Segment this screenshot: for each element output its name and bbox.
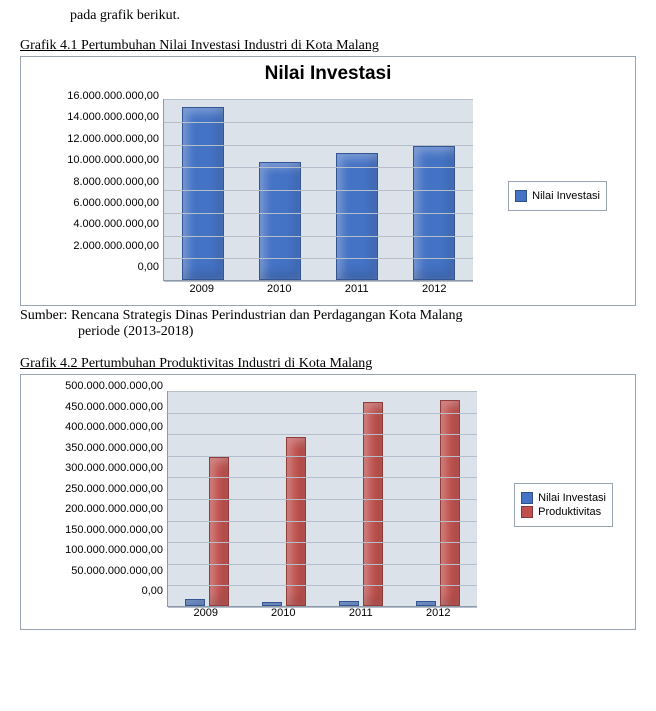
chart2-legend-label: Nilai Investasi bbox=[538, 492, 606, 504]
intro-fragment: pada grafik berikut. bbox=[70, 8, 636, 24]
chart2-legend-item: Nilai Investasi bbox=[521, 492, 606, 504]
chart2-ytick: 50.000.000.000,00 bbox=[39, 566, 163, 577]
chart1-legend: Nilai Investasi bbox=[508, 181, 607, 211]
chart1-bar-slot bbox=[319, 98, 396, 280]
chart2-bar-nilai-investasi bbox=[262, 602, 282, 606]
chart1-legend-label: Nilai Investasi bbox=[532, 190, 600, 202]
chart1-caption: Grafik 4.1 Pertumbuhan Nilai Investasi I… bbox=[20, 38, 636, 54]
chart1-plot-wrap: 16.000.000.000,00 14.000.000.000,00 12.000… bbox=[31, 91, 625, 295]
chart1-gridline bbox=[164, 145, 473, 146]
chart1-source: Sumber: Rencana Strategis Dinas Perindus… bbox=[20, 308, 636, 340]
chart2-legend: Nilai Investasi Produktivitas bbox=[514, 483, 613, 527]
chart1-ytick: 14.000.000.000,00 bbox=[39, 112, 159, 123]
chart2-legend-swatch bbox=[521, 506, 533, 518]
chart2-bar-produktivitas bbox=[440, 400, 460, 606]
chart1-gridline bbox=[164, 122, 473, 123]
chart2-gridline bbox=[168, 521, 477, 522]
chart2-gridline bbox=[168, 585, 477, 586]
chart2-bar-nilai-investasi bbox=[339, 601, 359, 606]
chart1-ytick: 6.000.000.000,00 bbox=[39, 198, 159, 209]
chart1-ytick: 12.000.000.000,00 bbox=[39, 134, 159, 145]
chart2-caption: Grafik 4.2 Pertumbuhan Produktivitas Ind… bbox=[20, 356, 636, 372]
chart1-bar-nilai-investasi bbox=[259, 162, 301, 280]
chart1-frame: Nilai Investasi 16.000.000.000,00 14.000.… bbox=[20, 56, 636, 306]
chart2-x-axis: 2009201020112012 bbox=[167, 607, 477, 619]
chart2-bar-slot bbox=[400, 390, 477, 606]
chart2-gridline bbox=[168, 456, 477, 457]
chart1-xtick: 2011 bbox=[318, 283, 396, 295]
chart2-xtick: 2011 bbox=[322, 607, 400, 619]
chart2-plot-wrap: 500.000.000.000,00 450.000.000.000,00 400.… bbox=[31, 381, 625, 619]
chart1-xtick: 2009 bbox=[163, 283, 241, 295]
chart1-xtick: 2010 bbox=[241, 283, 319, 295]
chart2-ytick: 450.000.000.000,00 bbox=[39, 402, 163, 413]
chart1-gridline bbox=[164, 213, 473, 214]
chart1-bar-slot bbox=[241, 98, 318, 280]
chart1-bar-slot bbox=[164, 98, 241, 280]
chart1-gridline bbox=[164, 167, 473, 168]
chart2-gridline bbox=[168, 542, 477, 543]
chart1-legend-item: Nilai Investasi bbox=[515, 190, 600, 202]
chart1-source-line1: Sumber: Rencana Strategis Dinas Perindus… bbox=[20, 308, 462, 323]
chart2-bar-produktivitas bbox=[209, 457, 229, 606]
chart1-y-axis: 16.000.000.000,00 14.000.000.000,00 12.000… bbox=[39, 91, 159, 291]
chart1-ytick: 2.000.000.000,00 bbox=[39, 241, 159, 252]
chart2-bar-nilai-investasi bbox=[185, 599, 205, 606]
chart2-bar-slot bbox=[168, 390, 245, 606]
chart2-bars-row bbox=[168, 390, 477, 606]
chart1-gridline bbox=[164, 258, 473, 259]
chart1-gridline bbox=[164, 281, 473, 282]
chart2-gridline bbox=[168, 413, 477, 414]
chart1-gridline bbox=[164, 236, 473, 237]
chart2-xtick: 2010 bbox=[245, 607, 323, 619]
chart2-xtick: 2009 bbox=[167, 607, 245, 619]
chart2-gridline bbox=[168, 564, 477, 565]
chart1-source-line2: periode (2013-2018) bbox=[20, 324, 636, 340]
chart2-ytick: 100.000.000.000,00 bbox=[39, 545, 163, 556]
chart2-gridline bbox=[168, 391, 477, 392]
chart2-legend-item: Produktivitas bbox=[521, 506, 606, 518]
chart2-ytick: 300.000.000.000,00 bbox=[39, 463, 163, 474]
chart2-ytick: 250.000.000.000,00 bbox=[39, 484, 163, 495]
chart1-ytick: 4.000.000.000,00 bbox=[39, 219, 159, 230]
chart1-bars-row bbox=[164, 98, 473, 280]
chart1-xtick: 2012 bbox=[396, 283, 474, 295]
chart2-ytick: 0,00 bbox=[39, 586, 163, 597]
chart1-title: Nilai Investasi bbox=[31, 63, 625, 85]
chart1-ytick: 10.000.000.000,00 bbox=[39, 155, 159, 166]
chart2-frame: 500.000.000.000,00 450.000.000.000,00 400.… bbox=[20, 374, 636, 630]
chart2-xtick: 2012 bbox=[400, 607, 478, 619]
chart1-ytick: 0,00 bbox=[39, 262, 159, 273]
chart1-plot-area bbox=[163, 99, 473, 281]
chart2-legend-swatch bbox=[521, 492, 533, 504]
chart2-gridline bbox=[168, 477, 477, 478]
chart2-bar-slot bbox=[323, 390, 400, 606]
chart2-bar-slot bbox=[245, 390, 322, 606]
chart1-gridline bbox=[164, 99, 473, 100]
chart2-plot-area bbox=[167, 391, 477, 607]
chart1-x-axis: 2009201020112012 bbox=[163, 283, 473, 295]
chart2-ytick: 150.000.000.000,00 bbox=[39, 525, 163, 536]
chart2-y-axis: 500.000.000.000,00 450.000.000.000,00 400.… bbox=[39, 381, 163, 615]
chart2-gridline bbox=[168, 434, 477, 435]
chart2-bar-nilai-investasi bbox=[416, 601, 436, 606]
chart2-ytick: 200.000.000.000,00 bbox=[39, 504, 163, 515]
chart1-bar-nilai-investasi bbox=[182, 107, 224, 280]
chart2-bar-produktivitas bbox=[363, 402, 383, 606]
chart1-ytick: 8.000.000.000,00 bbox=[39, 177, 159, 188]
chart2-legend-label: Produktivitas bbox=[538, 506, 601, 518]
chart1-legend-swatch bbox=[515, 190, 527, 202]
chart2-ytick: 350.000.000.000,00 bbox=[39, 443, 163, 454]
chart2-ytick: 500.000.000.000,00 bbox=[39, 381, 163, 392]
chart1-ytick: 16.000.000.000,00 bbox=[39, 91, 159, 102]
chart1-gridline bbox=[164, 190, 473, 191]
chart2-gridline bbox=[168, 499, 477, 500]
chart1-bar-slot bbox=[396, 98, 473, 280]
chart2-ytick: 400.000.000.000,00 bbox=[39, 422, 163, 433]
chart1-bar-nilai-investasi bbox=[336, 153, 378, 280]
